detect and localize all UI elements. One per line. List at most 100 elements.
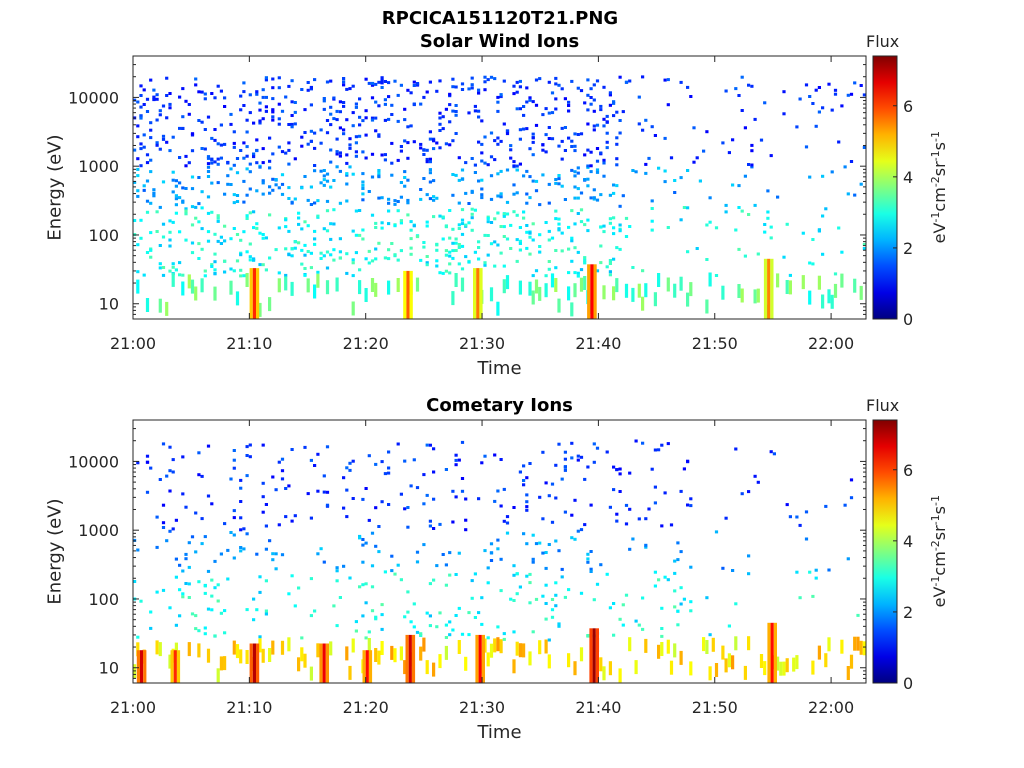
flux-cell bbox=[245, 445, 249, 449]
flux-cell bbox=[377, 175, 381, 179]
flux-cell bbox=[178, 156, 182, 159]
flux-cell bbox=[223, 96, 227, 100]
flux-cell bbox=[554, 593, 558, 597]
flux-cell bbox=[583, 477, 587, 481]
flux-cell bbox=[579, 191, 584, 195]
flux-cell bbox=[258, 165, 262, 169]
flux-cell bbox=[486, 652, 490, 667]
flux-cell bbox=[480, 159, 484, 163]
flux-cell bbox=[133, 180, 137, 184]
flux-cell bbox=[534, 279, 539, 294]
flux-cell bbox=[370, 152, 375, 156]
flux-cell bbox=[624, 522, 629, 526]
flux-cell bbox=[200, 542, 204, 546]
flux-cell bbox=[335, 152, 339, 156]
flux-cell bbox=[290, 100, 294, 104]
flux-cell bbox=[280, 173, 285, 177]
flux-cell bbox=[853, 636, 857, 651]
flux-cell bbox=[354, 233, 358, 237]
flux-cell bbox=[268, 159, 272, 163]
flux-cell bbox=[525, 224, 529, 227]
spectrogram-cells-2 bbox=[133, 439, 866, 683]
flux-cell bbox=[290, 574, 294, 578]
flux-cell bbox=[184, 207, 188, 211]
flux-cell bbox=[174, 194, 178, 198]
flux-cell bbox=[145, 110, 150, 113]
flux-cell bbox=[264, 547, 268, 551]
flux-cell bbox=[393, 79, 397, 83]
flux-cell bbox=[528, 462, 532, 465]
flux-cell bbox=[155, 640, 159, 655]
flux-cell bbox=[432, 195, 436, 199]
flux-cell bbox=[567, 247, 571, 251]
flux-cell bbox=[432, 527, 436, 530]
flux-cell bbox=[547, 494, 551, 498]
flux-cell bbox=[248, 242, 252, 246]
flux-cell bbox=[608, 193, 612, 197]
flux-cell bbox=[142, 184, 146, 188]
flux-cell bbox=[155, 230, 159, 233]
flux-cell bbox=[168, 106, 172, 110]
flux-cell bbox=[297, 241, 301, 245]
flux-cell bbox=[271, 97, 275, 101]
flux-cell bbox=[525, 169, 529, 173]
colorbar-tick-label: 4 bbox=[903, 168, 913, 187]
flux-cell bbox=[747, 572, 751, 576]
flux-cell bbox=[792, 657, 796, 672]
flux-cell bbox=[673, 179, 677, 182]
flux-cell bbox=[560, 567, 564, 571]
flux-cell bbox=[657, 448, 661, 452]
flux-cell bbox=[451, 291, 455, 306]
flux-cell bbox=[261, 648, 265, 663]
flux-cell bbox=[756, 480, 760, 484]
flux-cell bbox=[348, 165, 352, 169]
flux-cell bbox=[264, 76, 268, 80]
flux-cell bbox=[522, 105, 526, 108]
flux-cell bbox=[383, 118, 387, 122]
flux-cell bbox=[361, 172, 365, 176]
flux-cell bbox=[628, 547, 632, 551]
flux-cell bbox=[538, 495, 542, 499]
flux-cell bbox=[174, 268, 178, 272]
flux-cell bbox=[428, 171, 432, 175]
flux-cell bbox=[522, 216, 526, 220]
flux-cell bbox=[245, 217, 249, 220]
flux-cell bbox=[547, 260, 551, 263]
flux-cell bbox=[567, 588, 571, 592]
flux-cell bbox=[425, 443, 429, 447]
flux-cell bbox=[750, 143, 754, 147]
flux-cell bbox=[200, 474, 204, 478]
flux-cell bbox=[168, 238, 172, 242]
flux-cell bbox=[785, 222, 789, 226]
flux-cell bbox=[396, 258, 400, 262]
flux-cell bbox=[608, 217, 612, 221]
flux-cell bbox=[477, 257, 481, 261]
flux-cell bbox=[493, 158, 497, 162]
flux-cell bbox=[277, 186, 281, 190]
flux-cell bbox=[223, 259, 227, 263]
flux-cell bbox=[161, 503, 166, 507]
colorbar-tick-label: 6 bbox=[903, 97, 913, 116]
flux-cell bbox=[287, 186, 291, 190]
flux-cell bbox=[621, 194, 625, 198]
flux-cell bbox=[502, 79, 506, 83]
flux-cell bbox=[451, 109, 455, 113]
flux-cell bbox=[403, 107, 407, 111]
flux-cell bbox=[329, 641, 333, 656]
flux-cell bbox=[628, 507, 632, 511]
flux-cell bbox=[403, 170, 407, 174]
flux-cell bbox=[576, 250, 580, 254]
flux-cell bbox=[499, 639, 503, 654]
flux-cell bbox=[277, 117, 281, 121]
flux-cell bbox=[602, 666, 606, 681]
flux-cell bbox=[692, 126, 696, 130]
flux-cell bbox=[705, 223, 709, 227]
flux-cell bbox=[512, 564, 516, 568]
flux-cell bbox=[515, 213, 519, 217]
flux-cell bbox=[550, 111, 555, 115]
flux-cell bbox=[795, 125, 799, 129]
flux-cell bbox=[592, 196, 596, 200]
flux-cell bbox=[370, 213, 375, 217]
flux-cell bbox=[351, 229, 355, 233]
flux-cell bbox=[306, 198, 310, 202]
